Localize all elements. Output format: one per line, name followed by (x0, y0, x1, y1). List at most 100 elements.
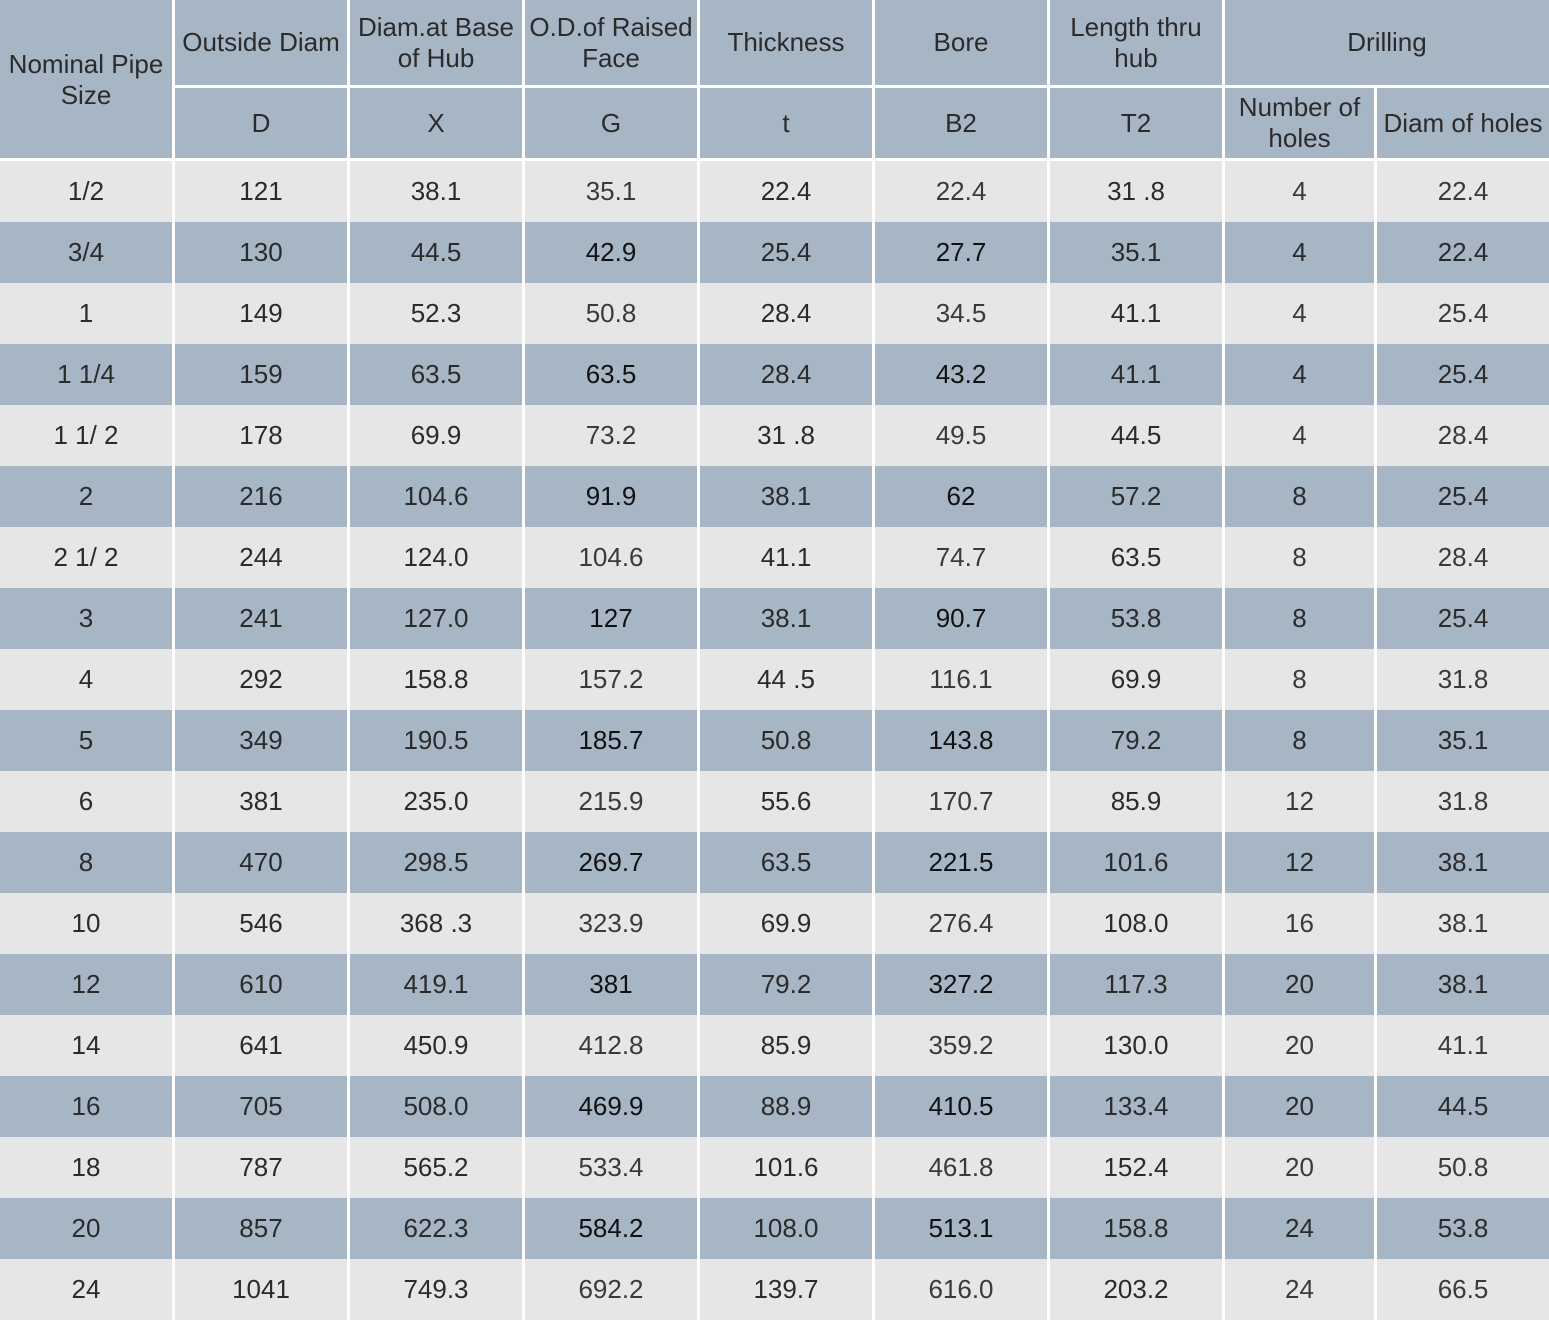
cell-thickness: 69.9 (700, 893, 875, 954)
table-row: 2 216 104.6 91.9 38.1 62 57.2 8 25.4 (0, 466, 1549, 527)
cell-length-thru-hub: 57.2 (1050, 466, 1225, 527)
cell-nominal-size: 20 (0, 1198, 175, 1259)
cell-raised-face-od: 50.8 (525, 283, 700, 344)
cell-bore: 43.2 (875, 344, 1050, 405)
cell-bore: 62 (875, 466, 1050, 527)
cell-thickness: 44 .5 (700, 649, 875, 710)
cell-bore: 116.1 (875, 649, 1050, 710)
cell-length-thru-hub: 203.2 (1050, 1259, 1225, 1320)
cell-nominal-size: 24 (0, 1259, 175, 1320)
cell-diam-of-holes: 25.4 (1377, 588, 1549, 649)
cell-thickness: 108.0 (700, 1198, 875, 1259)
cell-diam-of-holes: 66.5 (1377, 1259, 1549, 1320)
table-row: 5 349 190.5 185.7 50.8 143.8 79.2 8 35.1 (0, 710, 1549, 771)
cell-nominal-size: 4 (0, 649, 175, 710)
cell-diam-of-holes: 35.1 (1377, 710, 1549, 771)
cell-thickness: 101.6 (700, 1137, 875, 1198)
cell-length-thru-hub: 35.1 (1050, 222, 1225, 283)
cell-length-thru-hub: 63.5 (1050, 527, 1225, 588)
table-row: 2 1/ 2 244 124.0 104.6 41.1 74.7 63.5 8 28.4 (0, 527, 1549, 588)
cell-outside-diam: 610 (175, 954, 350, 1015)
cell-outside-diam: 349 (175, 710, 350, 771)
cell-outside-diam: 641 (175, 1015, 350, 1076)
cell-hub-base-diam: 450.9 (350, 1015, 525, 1076)
cell-nominal-size: 1 (0, 283, 175, 344)
cell-number-of-holes: 16 (1225, 893, 1377, 954)
header-diam-of-holes: Diam of holes (1377, 88, 1549, 161)
header-symbol-t2: T2 (1050, 88, 1225, 161)
cell-number-of-holes: 20 (1225, 1076, 1377, 1137)
cell-raised-face-od: 269.7 (525, 832, 700, 893)
cell-diam-of-holes: 25.4 (1377, 466, 1549, 527)
cell-number-of-holes: 4 (1225, 283, 1377, 344)
header-symbol-g: G (525, 88, 700, 161)
header-od-raised-face: O.D.of Raised Face (525, 0, 700, 88)
cell-hub-base-diam: 508.0 (350, 1076, 525, 1137)
cell-bore: 74.7 (875, 527, 1050, 588)
cell-thickness: 63.5 (700, 832, 875, 893)
cell-bore: 276.4 (875, 893, 1050, 954)
cell-raised-face-od: 91.9 (525, 466, 700, 527)
cell-number-of-holes: 8 (1225, 649, 1377, 710)
header-symbol-x: X (350, 88, 525, 161)
cell-hub-base-diam: 44.5 (350, 222, 525, 283)
cell-length-thru-hub: 53.8 (1050, 588, 1225, 649)
cell-bore: 49.5 (875, 405, 1050, 466)
cell-diam-of-holes: 22.4 (1377, 161, 1549, 222)
cell-thickness: 50.8 (700, 710, 875, 771)
cell-outside-diam: 121 (175, 161, 350, 222)
cell-raised-face-od: 323.9 (525, 893, 700, 954)
table-row: 1 1/4 159 63.5 63.5 28.4 43.2 41.1 4 25.4 (0, 344, 1549, 405)
cell-hub-base-diam: 158.8 (350, 649, 525, 710)
table-row: 3 241 127.0 127 38.1 90.7 53.8 8 25.4 (0, 588, 1549, 649)
cell-hub-base-diam: 419.1 (350, 954, 525, 1015)
cell-raised-face-od: 584.2 (525, 1198, 700, 1259)
cell-thickness: 31 .8 (700, 405, 875, 466)
cell-raised-face-od: 185.7 (525, 710, 700, 771)
cell-number-of-holes: 8 (1225, 710, 1377, 771)
cell-diam-of-holes: 38.1 (1377, 832, 1549, 893)
cell-hub-base-diam: 622.3 (350, 1198, 525, 1259)
cell-diam-of-holes: 44.5 (1377, 1076, 1549, 1137)
cell-bore: 359.2 (875, 1015, 1050, 1076)
cell-diam-of-holes: 38.1 (1377, 954, 1549, 1015)
cell-nominal-size: 3/4 (0, 222, 175, 283)
table-body: 1/2 121 38.1 35.1 22.4 22.4 31 .8 4 22.4 3/4 130 44… (0, 161, 1549, 1320)
cell-thickness: 79.2 (700, 954, 875, 1015)
cell-outside-diam: 178 (175, 405, 350, 466)
cell-diam-of-holes: 41.1 (1377, 1015, 1549, 1076)
cell-diam-of-holes: 28.4 (1377, 405, 1549, 466)
cell-thickness: 38.1 (700, 466, 875, 527)
cell-diam-of-holes: 25.4 (1377, 344, 1549, 405)
header-row-symbols: D X G t B2 T2 Number of holes Diam of ho… (0, 88, 1549, 161)
cell-hub-base-diam: 298.5 (350, 832, 525, 893)
cell-outside-diam: 705 (175, 1076, 350, 1137)
cell-bore: 170.7 (875, 771, 1050, 832)
table-row: 1/2 121 38.1 35.1 22.4 22.4 31 .8 4 22.4 (0, 161, 1549, 222)
cell-number-of-holes: 20 (1225, 1015, 1377, 1076)
header-length-thru-hub: Length thru hub (1050, 0, 1225, 88)
cell-nominal-size: 1/2 (0, 161, 175, 222)
cell-length-thru-hub: 108.0 (1050, 893, 1225, 954)
cell-raised-face-od: 533.4 (525, 1137, 700, 1198)
cell-outside-diam: 546 (175, 893, 350, 954)
cell-diam-of-holes: 50.8 (1377, 1137, 1549, 1198)
header-symbol-t: t (700, 88, 875, 161)
cell-nominal-size: 5 (0, 710, 175, 771)
cell-bore: 27.7 (875, 222, 1050, 283)
cell-diam-of-holes: 31.8 (1377, 771, 1549, 832)
cell-length-thru-hub: 158.8 (1050, 1198, 1225, 1259)
cell-diam-of-holes: 53.8 (1377, 1198, 1549, 1259)
cell-number-of-holes: 4 (1225, 405, 1377, 466)
cell-thickness: 85.9 (700, 1015, 875, 1076)
cell-hub-base-diam: 124.0 (350, 527, 525, 588)
cell-length-thru-hub: 130.0 (1050, 1015, 1225, 1076)
cell-outside-diam: 787 (175, 1137, 350, 1198)
cell-outside-diam: 292 (175, 649, 350, 710)
cell-number-of-holes: 12 (1225, 832, 1377, 893)
cell-bore: 34.5 (875, 283, 1050, 344)
cell-nominal-size: 3 (0, 588, 175, 649)
header-drilling: Drilling (1225, 0, 1549, 88)
table-row: 14 641 450.9 412.8 85.9 359.2 130.0 20 41.1 (0, 1015, 1549, 1076)
cell-number-of-holes: 12 (1225, 771, 1377, 832)
